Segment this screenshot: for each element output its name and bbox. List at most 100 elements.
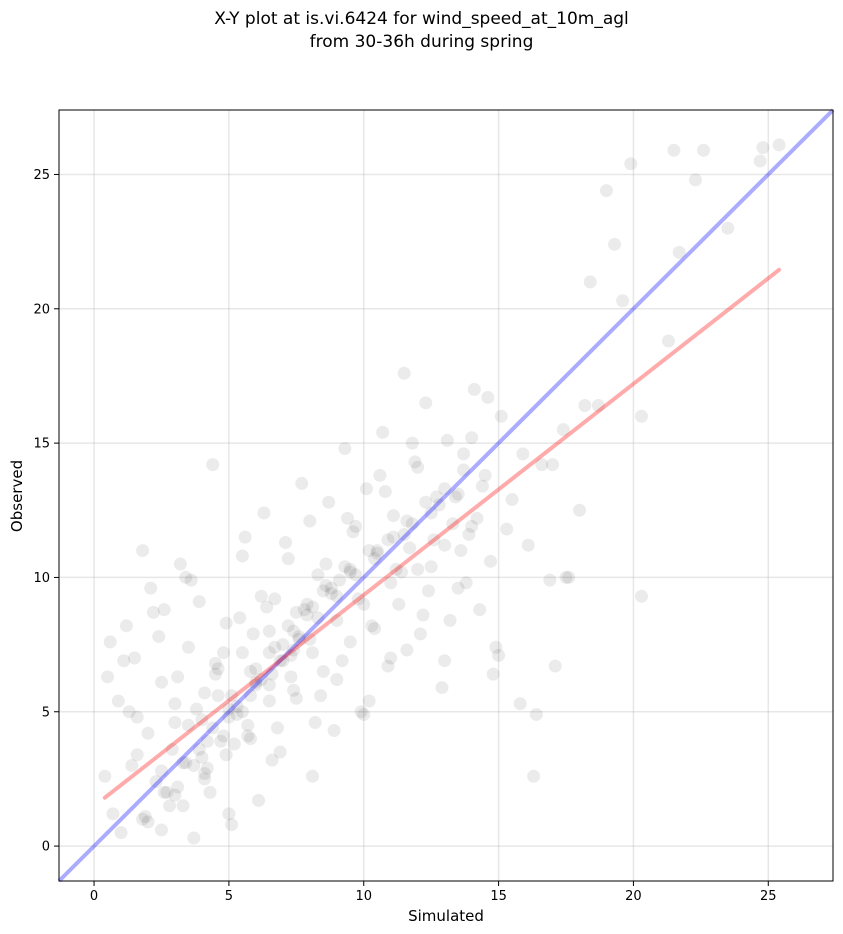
data-point	[192, 595, 206, 609]
data-point	[330, 673, 344, 687]
data-point	[311, 568, 325, 582]
data-point	[465, 431, 479, 445]
data-point	[635, 589, 649, 603]
data-point	[225, 818, 239, 832]
data-point	[300, 608, 314, 622]
data-point	[154, 764, 168, 778]
data-point	[435, 681, 449, 695]
data-point	[578, 399, 592, 413]
data-point	[249, 678, 263, 692]
data-point	[478, 468, 492, 482]
data-point	[292, 630, 306, 644]
data-point	[211, 662, 225, 676]
data-point	[373, 468, 387, 482]
data-point	[543, 573, 557, 587]
data-point	[308, 716, 322, 730]
data-point	[235, 705, 249, 719]
data-point	[400, 643, 414, 657]
data-point	[230, 699, 244, 713]
data-point	[330, 589, 344, 603]
data-point	[241, 729, 255, 743]
data-point	[227, 737, 241, 751]
data-point	[106, 807, 120, 821]
data-point	[249, 662, 263, 676]
data-point	[262, 694, 276, 708]
data-point	[206, 721, 220, 735]
data-point	[154, 823, 168, 837]
data-point	[222, 702, 236, 716]
data-point	[457, 447, 471, 461]
data-point	[397, 527, 411, 541]
data-point	[416, 608, 430, 622]
data-point	[165, 742, 179, 756]
data-point	[136, 544, 150, 558]
data-point	[397, 366, 411, 380]
data-point	[198, 767, 212, 781]
data-point	[235, 646, 249, 660]
regression-line	[102, 267, 782, 800]
data-point	[181, 640, 195, 654]
data-point	[181, 718, 195, 732]
data-point	[187, 758, 201, 772]
data-point	[419, 495, 433, 509]
data-point	[343, 562, 357, 576]
data-point	[311, 611, 325, 625]
data-point	[246, 627, 260, 641]
data-point	[359, 482, 373, 496]
data-point	[262, 624, 276, 638]
data-point	[289, 691, 303, 705]
data-point	[235, 549, 249, 563]
data-point	[624, 157, 638, 171]
data-point	[128, 651, 142, 665]
data-point	[438, 654, 452, 668]
data-point	[599, 184, 613, 198]
data-point	[171, 780, 185, 794]
data-point	[440, 433, 454, 447]
data-point	[306, 769, 320, 783]
data-point	[470, 511, 484, 525]
data-point	[306, 646, 320, 660]
data-point	[208, 656, 222, 670]
data-point	[141, 815, 155, 829]
data-point	[195, 750, 209, 764]
data-point	[400, 514, 414, 528]
data-point	[483, 554, 497, 568]
data-point	[252, 793, 266, 807]
data-point	[405, 436, 419, 450]
data-point	[330, 613, 344, 627]
data-point	[357, 597, 371, 611]
data-point	[535, 458, 549, 472]
data-point	[451, 487, 465, 501]
data-point	[211, 689, 225, 703]
data-point	[279, 536, 293, 550]
data-point	[384, 576, 398, 590]
data-point	[168, 788, 182, 802]
data-point	[200, 734, 214, 748]
data-point	[608, 237, 622, 251]
chart-title-line1: X-Y plot at is.vi.6424 for wind_speed_at…	[214, 9, 629, 29]
data-point	[583, 275, 597, 289]
data-point	[287, 643, 301, 657]
data-point	[411, 562, 425, 576]
data-point	[230, 707, 244, 721]
data-point	[370, 546, 384, 560]
data-point	[386, 530, 400, 544]
data-point	[152, 630, 166, 644]
data-point	[486, 667, 500, 681]
data-point	[303, 632, 317, 646]
x-tick-label: 15	[490, 889, 507, 904]
data-point	[179, 570, 193, 584]
data-point	[273, 654, 287, 668]
data-point	[265, 667, 279, 681]
data-point	[190, 702, 204, 716]
data-point	[257, 506, 271, 520]
data-point	[297, 603, 311, 617]
data-point	[335, 654, 349, 668]
data-point	[421, 584, 435, 598]
data-point	[125, 758, 139, 772]
data-point	[219, 748, 233, 762]
data-point	[454, 544, 468, 558]
data-point	[354, 705, 368, 719]
data-point	[268, 640, 282, 654]
data-point	[281, 619, 295, 633]
